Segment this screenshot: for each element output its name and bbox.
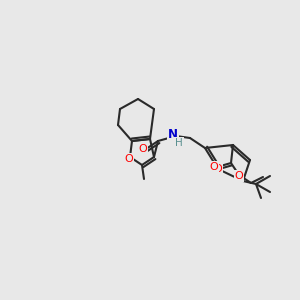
Text: O: O xyxy=(214,164,222,174)
Text: O: O xyxy=(235,171,243,181)
Text: O: O xyxy=(139,144,147,154)
Text: H: H xyxy=(175,138,183,148)
Text: O: O xyxy=(124,154,134,164)
Text: N: N xyxy=(168,128,178,142)
Text: O: O xyxy=(210,162,218,172)
